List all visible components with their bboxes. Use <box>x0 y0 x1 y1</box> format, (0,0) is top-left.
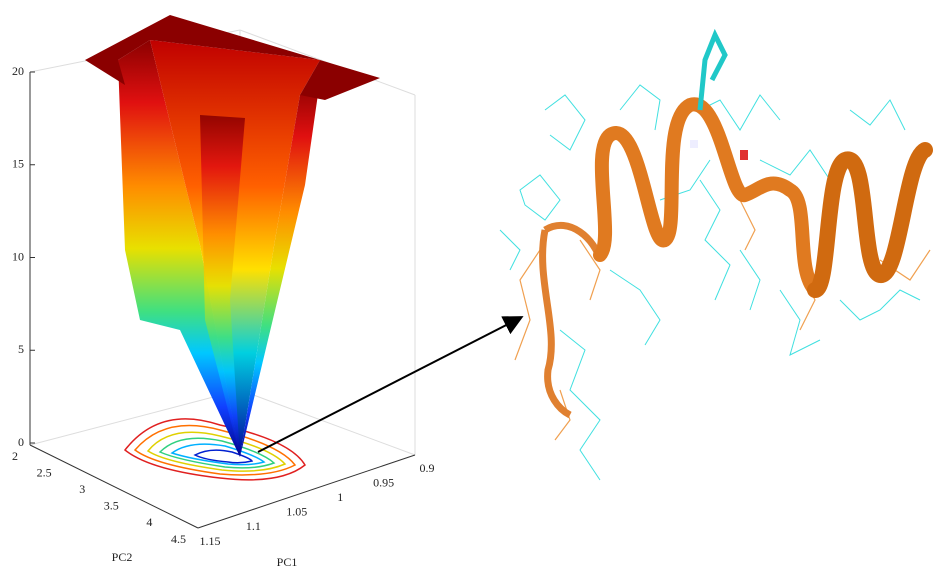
pc1-tick-label: 1.15 <box>200 534 221 548</box>
protein-structure <box>500 35 930 480</box>
z-tick-label: 10 <box>12 249 24 263</box>
pc1-tick-label: 0.95 <box>373 475 394 489</box>
figure: PC2 PC1 0 5 10 15 20 2 2.5 3 3.5 4 4.5 1.15 1.1 1.05 1… <box>0 0 938 574</box>
axis-label: PC1 <box>277 555 298 569</box>
pc2-tick-label: 4.5 <box>171 532 186 546</box>
axis-label: PC2 <box>112 550 133 564</box>
z-tick-label: 20 <box>12 64 24 78</box>
pc1-tick-label: 1.05 <box>286 505 307 519</box>
pc2-tick-label: 2 <box>12 449 18 463</box>
z-tick-label: 15 <box>12 157 24 171</box>
figure-canvas: PC2 PC1 0 5 10 15 20 2 2.5 3 3.5 4 4.5 1.15 1.1 1.05 1… <box>0 0 938 574</box>
z-tick-label: 5 <box>18 342 24 356</box>
pc2-tick-label: 2.5 <box>37 465 52 479</box>
energy-surface <box>85 15 380 457</box>
pc1-tick-label: 1.1 <box>246 519 261 533</box>
z-tick-label: 0 <box>18 435 24 449</box>
pc1-tick-label: 0.9 <box>420 461 435 475</box>
pc1-tick-label: 1 <box>337 490 343 504</box>
pc2-tick-label: 3 <box>79 482 85 496</box>
arrow <box>258 318 520 452</box>
pc2-tick-label: 4 <box>146 515 152 529</box>
pc2-tick-label: 3.5 <box>104 499 119 513</box>
contours <box>125 419 305 480</box>
